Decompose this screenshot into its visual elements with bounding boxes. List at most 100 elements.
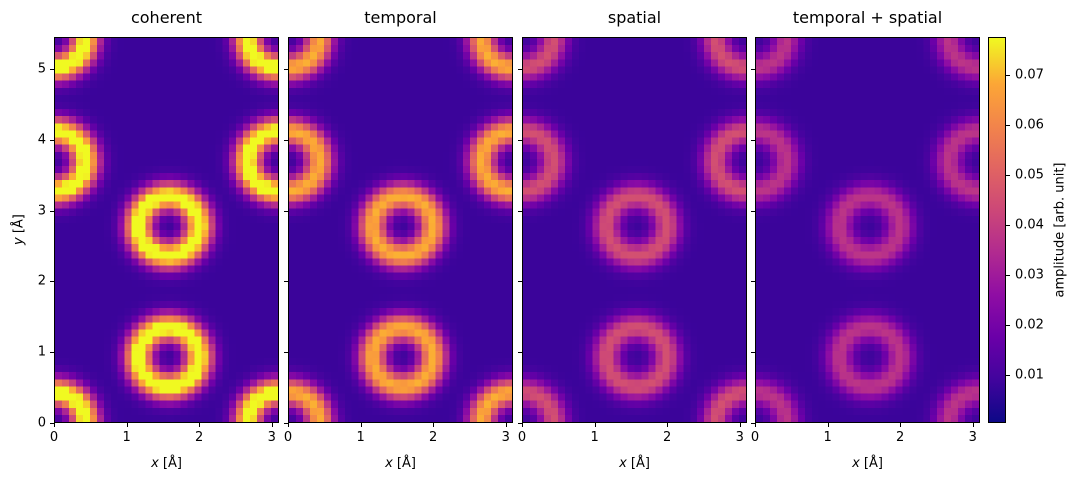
heatmap-cell: [571, 294, 579, 302]
heatmap-cell: [372, 187, 380, 195]
heatmap-cell: [166, 144, 174, 152]
heatmap-cell: [407, 358, 415, 366]
heatmap-cell: [676, 87, 684, 96]
heatmap-cell: [124, 414, 132, 422]
heatmap-cell: [498, 322, 506, 330]
heatmap-cell: [208, 358, 216, 366]
heatmap-cell: [82, 308, 90, 316]
heatmap-cell: [61, 343, 70, 352]
heatmap-cell: [89, 80, 97, 88]
heatmap-cell: [557, 230, 565, 238]
heatmap-cell: [613, 158, 621, 167]
heatmap-cell: [732, 45, 740, 53]
heatmap-cell: [477, 94, 485, 103]
heatmap-cell: [103, 116, 111, 124]
heatmap-cell: [648, 244, 656, 252]
heatmap-cell: [435, 130, 443, 138]
heatmap-cell: [257, 329, 265, 337]
heatmap-cell: [634, 102, 642, 110]
heatmap-cell: [393, 137, 401, 145]
heatmap-cell: [89, 272, 97, 280]
heatmap-cell: [330, 315, 338, 323]
heatmap-cell: [271, 201, 278, 209]
heatmap-cell: [68, 201, 77, 209]
heatmap-cell: [372, 372, 380, 380]
heatmap-cell: [337, 166, 345, 174]
heatmap-cell: [407, 215, 415, 224]
heatmap-cell: [676, 180, 684, 188]
heatmap-cell: [289, 215, 297, 224]
heatmap-cell: [236, 38, 244, 46]
heatmap-cell: [117, 144, 125, 152]
heatmap-cell: [414, 336, 422, 344]
heatmap-cell: [463, 343, 471, 352]
heatmap-cell: [82, 414, 90, 422]
heatmap-cell: [295, 130, 304, 138]
heatmap-cell: [229, 158, 237, 167]
heatmap-cell: [215, 208, 223, 216]
heatmap-cell: [529, 308, 538, 316]
heatmap-cell: [187, 158, 195, 167]
heatmap-cell: [295, 80, 304, 88]
heatmap-cell: [145, 144, 153, 152]
heatmap-cell: [236, 80, 244, 88]
heatmap-cell: [641, 201, 649, 209]
heatmap-cell: [732, 173, 740, 181]
heatmap-cell: [215, 308, 223, 316]
heatmap-cell: [138, 265, 146, 273]
heatmap-cell: [690, 301, 698, 309]
heatmap-cell: [330, 237, 338, 245]
heatmap-cell: [536, 166, 545, 174]
heatmap-cell: [152, 173, 160, 181]
heatmap-cell: [627, 244, 635, 252]
heatmap-cell: [166, 102, 174, 110]
heatmap-cell: [344, 343, 352, 352]
heatmap-cell: [732, 151, 740, 160]
heatmap-cell: [323, 173, 331, 181]
heatmap-cell: [523, 294, 531, 302]
heatmap-cell: [208, 208, 216, 216]
heatmap-cell: [484, 94, 492, 103]
heatmap-cell: [414, 301, 422, 309]
heatmap-cell: [372, 102, 380, 110]
heatmap-cell: [316, 329, 324, 337]
heatmap-cell: [330, 365, 338, 373]
heatmap-cell: [711, 94, 719, 103]
heatmap-cell: [463, 45, 471, 53]
y-tick-mark: [50, 68, 54, 70]
heatmap-cell: [421, 230, 429, 238]
heatmap-cell: [613, 52, 621, 60]
heatmap-cell: [529, 201, 538, 209]
heatmap-cell: [662, 286, 670, 295]
heatmap-cell: [732, 315, 740, 323]
heatmap-cell: [578, 315, 586, 323]
heatmap-cell: [550, 350, 558, 359]
heatmap-cell: [110, 144, 118, 152]
heatmap-cell: [68, 52, 77, 60]
heatmap-cell: [302, 166, 311, 174]
heatmap-cell: [124, 393, 132, 401]
heatmap-cell: [523, 116, 531, 124]
heatmap-cell: [505, 301, 512, 309]
heatmap-cell: [456, 407, 464, 416]
heatmap-cell: [61, 94, 70, 103]
heatmap-cell: [463, 137, 471, 145]
heatmap-cell: [337, 372, 345, 380]
heatmap-cell: [634, 230, 642, 238]
heatmap-cell: [711, 279, 719, 288]
heatmap-cell: [96, 237, 104, 245]
heatmap-cell: [718, 137, 726, 145]
heatmap-cell: [337, 279, 345, 288]
heatmap-cell: [393, 123, 401, 131]
heatmap-cell: [289, 208, 297, 216]
heatmap-cell: [543, 258, 552, 266]
heatmap-cell: [550, 45, 558, 53]
heatmap-cell: [229, 80, 237, 88]
heatmap-cell: [110, 230, 118, 238]
heatmap-cell: [180, 215, 188, 224]
heatmap-cell: [456, 308, 464, 316]
heatmap-cell: [250, 201, 258, 209]
heatmap-cell: [704, 336, 712, 344]
heatmap-cell: [379, 372, 387, 380]
heatmap-cell: [96, 329, 104, 337]
